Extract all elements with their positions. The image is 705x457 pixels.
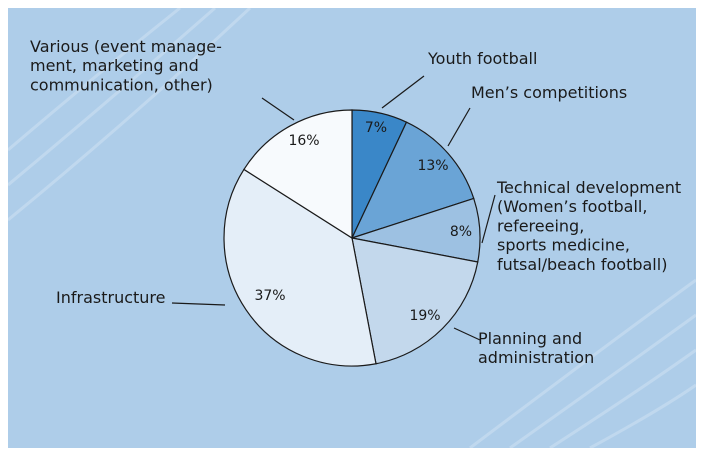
slice-percent-label: 13% (417, 158, 448, 174)
pie-slice-1 (350, 121, 475, 239)
leader-line (481, 194, 496, 244)
leader-line (381, 75, 425, 109)
slice-percent-label: 37% (254, 288, 285, 304)
label-line: refereeing, (497, 216, 584, 235)
leader-line (261, 97, 295, 121)
leader-line (171, 302, 226, 306)
slice-percent-label: 19% (409, 308, 440, 324)
category-labels: Youth football Men’s competitions Technica… (30, 37, 681, 367)
slice-category-label: Various (event manage-ment, marketing an… (30, 37, 222, 94)
label-line: Men’s competitions (471, 83, 627, 102)
slice-category-label: Men’s competitions (471, 83, 627, 102)
background-swooshes (8, 8, 696, 448)
label-line: futsal/beach football) (497, 255, 667, 274)
label-line: ment, marketing and (30, 56, 199, 75)
label-line: sports medicine, (497, 236, 630, 255)
pie-slice-4 (223, 168, 377, 367)
slice-percent-label: 8% (450, 224, 472, 240)
percent-labels: 7% 13% 8% 19% 37% 16% (254, 120, 472, 324)
slice-category-label: Youth football (427, 49, 537, 68)
slice-category-label: Infrastructure (56, 288, 165, 307)
label-line: Various (event manage- (30, 37, 222, 56)
slice-percent-label: 7% (365, 120, 387, 136)
pie-slice-5 (243, 109, 353, 240)
pie-slices (223, 109, 481, 367)
label-line: Infrastructure (56, 288, 165, 307)
label-line: communication, other) (30, 75, 213, 94)
label-line: (Women’s football, (497, 197, 647, 216)
leader-line (453, 327, 481, 341)
slice-percent-label: 16% (288, 133, 319, 149)
slice-category-label: Technical development (Women’s football, r… (496, 178, 681, 274)
leader-line (447, 107, 471, 147)
label-line: Youth football (427, 49, 537, 68)
label-line: administration (478, 348, 594, 367)
leader-lines (171, 75, 496, 341)
pie-slice-3 (351, 237, 479, 365)
slice-category-label: Planning and administration (478, 329, 594, 367)
label-line: Technical development (496, 178, 681, 197)
label-line: Planning and (478, 329, 582, 348)
